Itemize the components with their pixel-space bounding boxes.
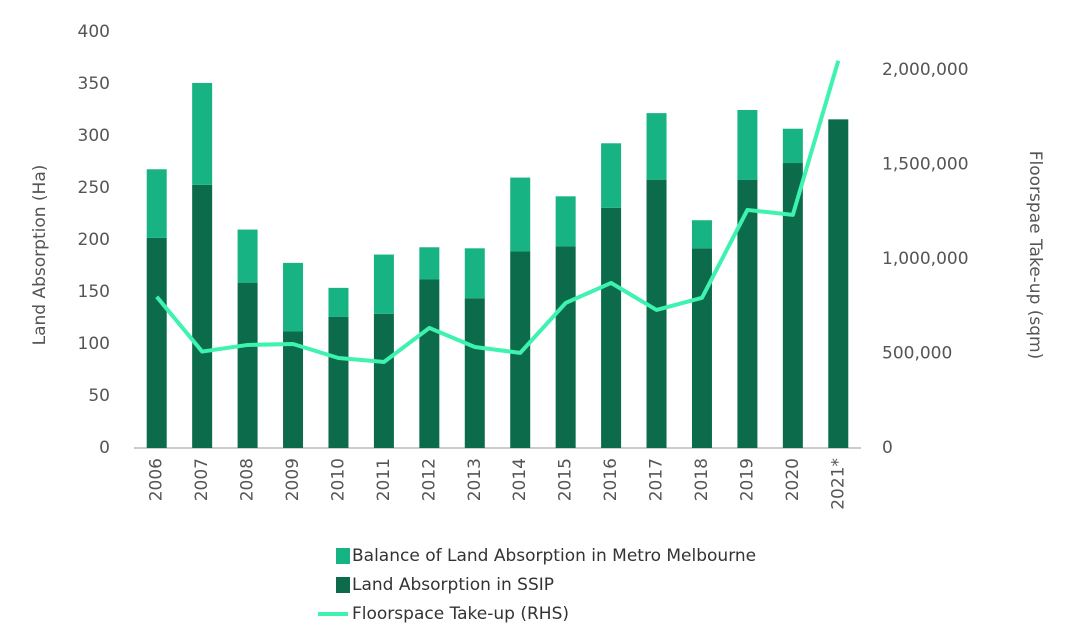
y-tick-label: 150 [78,282,110,302]
bar [373,254,394,314]
bar [510,177,531,252]
x-tick-label: 2008 [238,458,258,501]
bar [646,113,667,180]
y2-axis-title: Floorspae Take-up (sqm) [1025,151,1045,359]
bar [737,179,758,448]
x-tick-label: 2015 [556,458,576,501]
bar [192,184,213,448]
bar [691,220,712,249]
y2-tick-label: 500,000 [882,343,952,363]
bar [283,262,304,332]
bar [601,143,622,208]
x-tick-label: 2009 [283,458,303,501]
y2-tick-label: 1,500,000 [882,154,969,174]
bar [237,229,258,283]
x-tick-label: 2011 [374,458,394,501]
bar [555,196,576,247]
bar [646,179,667,448]
bar [283,331,304,448]
bar [146,169,167,238]
y2-tick-label: 0 [882,438,893,458]
bar [328,316,349,448]
bar [828,119,849,449]
legend-label: Balance of Land Absorption in Metro Melb… [352,546,756,566]
bar [737,110,758,180]
x-tick-label: 2018 [692,458,712,501]
x-tick-label: 2012 [419,458,439,501]
y-tick-label: 250 [78,178,110,198]
x-tick-label: 2010 [328,458,348,501]
x-tick-label: 2017 [647,458,667,501]
y-tick-label: 400 [78,22,110,42]
bar [419,247,440,280]
legend-swatch [336,548,350,564]
legend-swatch [336,577,350,593]
bar [237,282,258,448]
x-tick-label: 2019 [737,458,757,501]
x-tick-label: 2007 [192,458,212,501]
y-tick-label: 50 [88,386,110,406]
y2-tick-label: 1,000,000 [882,249,969,269]
bar [555,246,576,448]
line-series [155,60,841,364]
bar [782,163,803,449]
x-tick-label: 2021* [828,458,848,510]
x-tick-label: 2016 [601,458,621,501]
y-tick-label: 100 [78,334,110,354]
bar [373,313,394,448]
bar [464,298,485,448]
y-tick-label: 300 [78,126,110,146]
bar [691,248,712,448]
bar [464,248,485,299]
x-tick-label: 2006 [147,458,167,501]
x-tick-label: 2020 [783,458,803,501]
y-tick-label: 200 [78,230,110,250]
bar [601,207,622,448]
bar [146,237,167,448]
x-tick-label: 2014 [510,458,530,501]
bar [328,287,349,317]
bar [419,279,440,448]
y-axis-title: Land Absorption (Ha) [30,165,50,346]
legend-label: Floorspace Take-up (RHS) [352,604,569,624]
legend-label: Land Absorption in SSIP [352,575,554,595]
bar [782,128,803,164]
bar [510,251,531,448]
y2-tick-label: 2,000,000 [882,60,969,80]
y-tick-label: 0 [99,438,110,458]
bar [192,82,213,185]
x-tick-label: 2013 [465,458,485,501]
y-tick-label: 350 [78,74,110,94]
